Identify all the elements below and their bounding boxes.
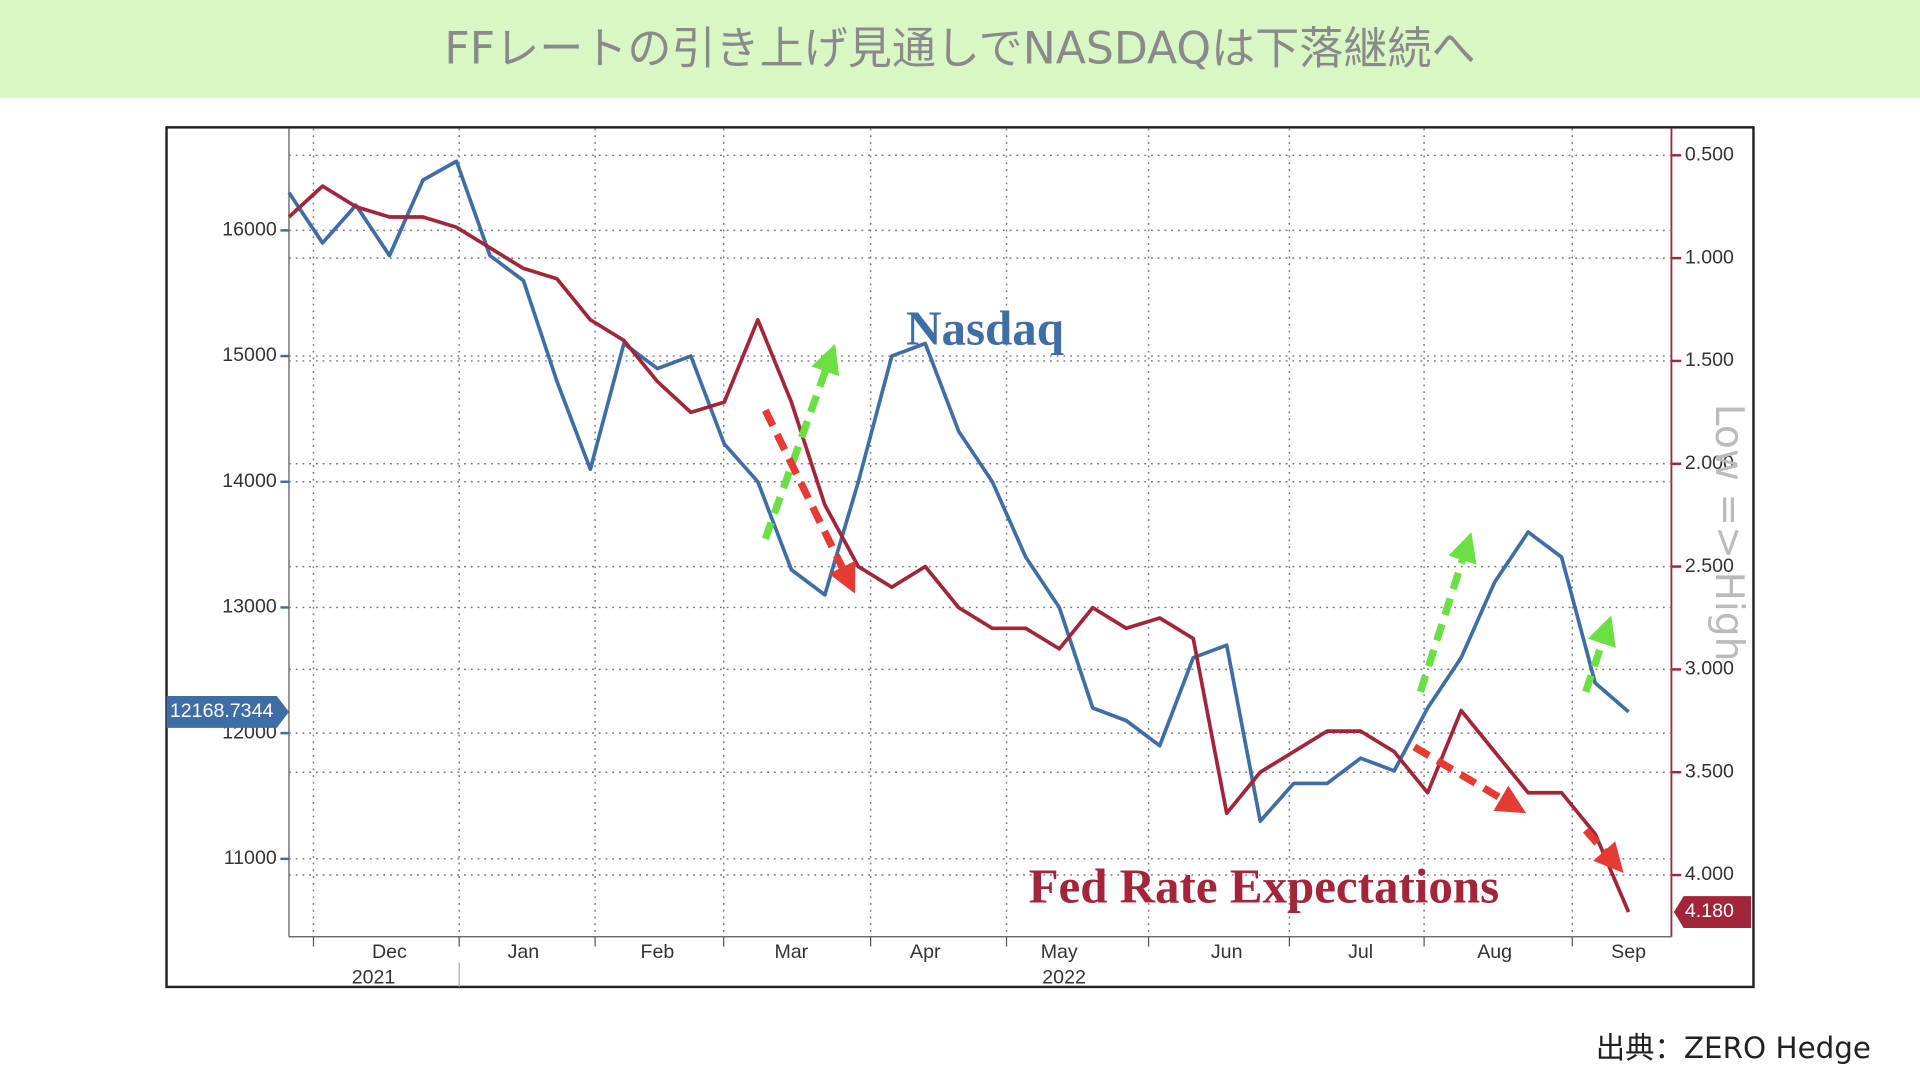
series-name: Fed Rate Expectations [1029,859,1500,914]
arrow [1582,615,1616,693]
arrow [761,343,840,541]
y2-tick-label: 2.500 [1685,555,1734,577]
y-tick-label: 16000 [222,219,277,241]
source: 出典：ZERO Hedge [1596,1031,1871,1065]
chart-frame [165,126,1755,989]
x-tick-label: Feb [640,941,674,963]
last-value-box [1673,896,1752,928]
y2-tick-label: 2.000 [1685,452,1734,474]
last-value-label: 4.180 [1685,900,1734,922]
y2-tick-label: 0.500 [1685,143,1734,165]
x-tick-label: Jan [508,941,540,963]
y2-tick-label: 1.500 [1685,349,1734,371]
last-value-box [166,695,289,728]
arrows [761,343,1624,874]
plot: 1100012000130001400015000160000.5001.000… [166,128,1752,989]
y2-tick-label: 4.000 [1685,863,1734,885]
series-line [287,159,1630,823]
x-tick-label: Dec [372,941,407,963]
series-line [287,184,1631,913]
x-tick-label: Jul [1348,941,1373,963]
series-name: Nasdaq [906,300,1064,355]
y2-axis-label: Low => High [1706,404,1751,662]
x-tick-label: Sep [1611,941,1646,963]
y2-tick-label: 1.000 [1685,246,1734,268]
x-tick-label: Apr [910,941,941,963]
x-tick-label: May [1041,941,1078,963]
year-label: 2022 [1042,967,1086,989]
year-label: 2021 [352,967,396,989]
y-tick-label: 11000 [224,847,277,869]
arrow [1412,743,1527,814]
x-tick-label: Mar [774,941,808,963]
x-tick-label: Jun [1211,941,1243,963]
page-title: FFレートの引き上げ見通しでNASDAQは下落継続へ [444,23,1475,74]
last-value-label: 12168.7344 [170,700,274,722]
y-tick-label: 13000 [222,596,277,618]
x-tick-label: Aug [1477,941,1512,963]
y2-tick-label: 3.000 [1685,658,1734,680]
header-band [0,0,1920,98]
y2-tick-label: 3.500 [1685,760,1734,782]
y-tick-label: 15000 [222,344,277,366]
arrow [762,408,856,594]
y-tick-label: 14000 [222,470,277,492]
arrow [1582,827,1624,874]
